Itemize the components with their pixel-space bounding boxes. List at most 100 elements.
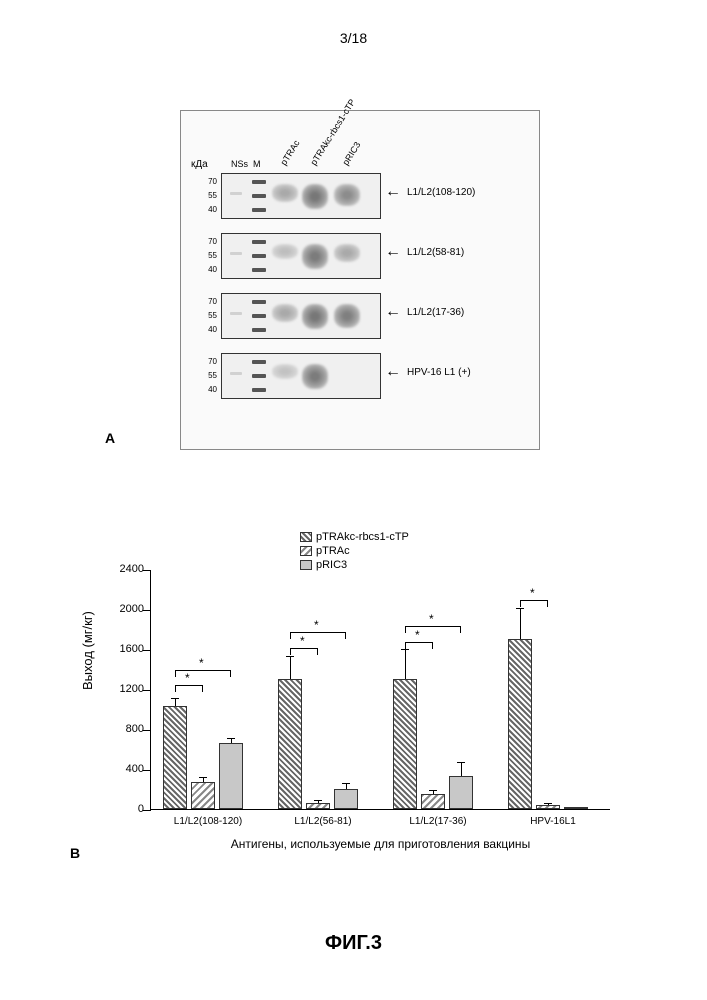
significance-star: * (530, 586, 535, 600)
error-bar (520, 609, 521, 639)
error-bar (461, 763, 462, 776)
arrow-icon: ← (385, 243, 401, 261)
ladder-band (252, 300, 266, 304)
ladder-band (252, 328, 266, 332)
ladder-band (252, 240, 266, 244)
blot-box (221, 173, 381, 219)
panel-b-container: pTRAkc-rbcs1-cTPpTRAcpRIC3 Выход (мг/кг)… (90, 530, 630, 870)
chart-bar (393, 679, 417, 809)
sample-band (272, 364, 298, 379)
error-cap (457, 762, 465, 763)
y-tick-label: 1600 (106, 643, 144, 655)
significance-star: * (429, 612, 434, 626)
blot-label: L1/L2(58-81) (407, 247, 464, 258)
blot-label: HPV-16 L1 (+) (407, 367, 471, 378)
legend-swatch (300, 560, 312, 570)
chart-bar (536, 805, 560, 809)
lane-header: pTRAc (279, 138, 302, 167)
chart-bar (306, 803, 330, 809)
mw-label: 70 (197, 177, 217, 186)
blot-box (221, 233, 381, 279)
blot-label: L1/L2(108-120) (407, 187, 475, 198)
ladder-band (252, 314, 266, 318)
mw-label: 40 (197, 385, 217, 394)
significance-bracket (520, 600, 548, 606)
error-bar (203, 778, 204, 782)
ladder-band (230, 372, 242, 375)
y-tick (143, 770, 151, 771)
mw-label: 70 (197, 237, 217, 246)
error-cap (199, 777, 207, 778)
mw-label: 70 (197, 357, 217, 366)
chart-legend: pTRAkc-rbcs1-cTPpTRAcpRIC3 (300, 530, 409, 572)
error-bar (433, 791, 434, 794)
ladder-band (230, 192, 242, 195)
x-tick-label: L1/L2(56-81) (268, 816, 378, 827)
blot-label: L1/L2(17-36) (407, 307, 464, 318)
error-bar (548, 804, 549, 806)
chart-bar (508, 639, 532, 809)
mw-label: 55 (197, 311, 217, 320)
ladder-band (252, 374, 266, 378)
ladder-band (252, 254, 266, 258)
significance-bracket (405, 626, 461, 632)
page-number: 3/18 (0, 30, 707, 46)
significance-bracket (175, 670, 231, 676)
x-tick-label: L1/L2(108-120) (153, 816, 263, 827)
blot-box (221, 293, 381, 339)
y-tick-label: 2000 (106, 603, 144, 615)
significance-star: * (199, 656, 204, 670)
y-tick-label: 800 (106, 723, 144, 735)
ladder-band (252, 268, 266, 272)
error-bar (231, 739, 232, 743)
panel-a-container: кДаNSsMpTRAcpTRAkc-rbcs1-cTPpRIC3705540←… (180, 110, 540, 450)
error-cap (314, 800, 322, 801)
figure-caption: ФИГ.3 (0, 932, 707, 955)
panel-b-label: B (70, 845, 80, 861)
sample-band (272, 184, 298, 202)
significance-star: * (314, 618, 319, 632)
chart-bar (163, 706, 187, 809)
error-cap (286, 656, 294, 657)
y-tick (143, 810, 151, 811)
sample-band (272, 244, 298, 259)
chart-bar (191, 782, 215, 809)
ladder-band (230, 312, 242, 315)
ladder-band (252, 194, 266, 198)
error-bar (346, 784, 347, 789)
ladder-band (252, 388, 266, 392)
y-axis-title: Выход (мг/кг) (80, 611, 95, 690)
ladder-band (230, 252, 242, 255)
sample-band (302, 364, 328, 389)
mw-label: 40 (197, 265, 217, 274)
sample-band (334, 244, 360, 262)
chart-bar (334, 789, 358, 809)
blot-box (221, 353, 381, 399)
y-tick (143, 570, 151, 571)
chart-bar (421, 794, 445, 809)
legend-item: pTRAkc-rbcs1-cTP (300, 530, 409, 544)
y-tick (143, 610, 151, 611)
sample-band (334, 184, 360, 206)
chart-bar (449, 776, 473, 809)
arrow-icon: ← (385, 183, 401, 201)
mw-label: 55 (197, 371, 217, 380)
legend-item: pTRAc (300, 544, 409, 558)
y-tick-label: 1200 (106, 683, 144, 695)
legend-swatch (300, 546, 312, 556)
error-cap (544, 803, 552, 804)
ladder-band (252, 208, 266, 212)
mw-label: 40 (197, 205, 217, 214)
ladder-band (252, 180, 266, 184)
legend-label: pTRAc (316, 545, 350, 557)
x-tick-label: L1/L2(17-36) (383, 816, 493, 827)
sample-band (302, 184, 328, 209)
mw-label: 40 (197, 325, 217, 334)
chart-bar (219, 743, 243, 809)
sample-band (302, 304, 328, 329)
panel-a-label: A (105, 430, 115, 446)
legend-swatch (300, 532, 312, 542)
error-bar (290, 657, 291, 679)
lane-header: pRIC3 (341, 140, 363, 167)
significance-bracket (290, 648, 318, 654)
